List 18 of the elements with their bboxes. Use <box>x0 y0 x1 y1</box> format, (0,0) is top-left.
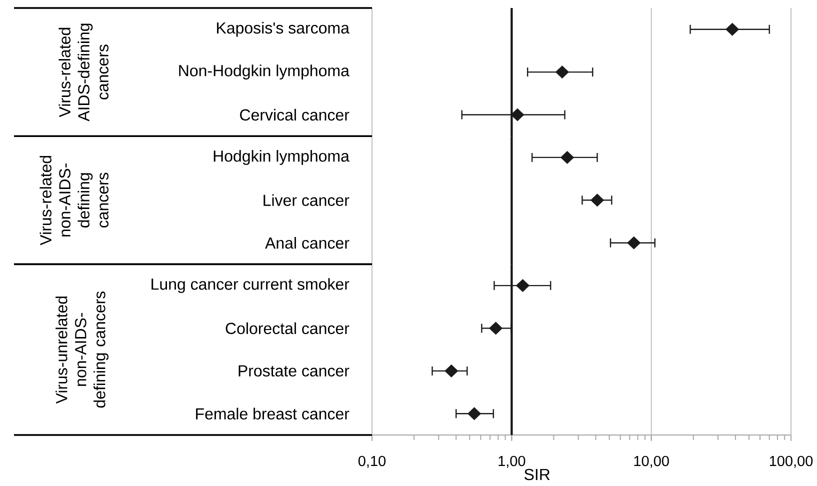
y-tick-label: Non-Hodgkin lymphoma <box>179 64 350 80</box>
x-axis-title: SIR <box>524 468 550 480</box>
y-tick-label: Hodgkin lymphoma <box>214 150 350 165</box>
y-axis-title: Virus-unrelated non-AIDS-defining cancers <box>56 292 108 408</box>
y-tick-label: Prostate cancer <box>238 365 350 377</box>
y-axis-title: Virus-related AIDS-defining cancers <box>58 24 108 122</box>
y-tick-label: Cervical cancer <box>240 108 350 121</box>
x-tick-label: 0,10 <box>358 456 386 468</box>
x-tick-label: 10,00 <box>634 456 669 468</box>
y-tick-label: Liver cancer <box>264 194 350 206</box>
y-axis-title: Virus-related non-AIDS-defining cancers <box>40 156 108 246</box>
y-tick-label: Lung cancer current smoker <box>152 278 350 294</box>
x-tick-label: 1,00 <box>498 456 526 468</box>
y-tick-label: Female breast cancer <box>196 408 350 420</box>
y-tick-label: Colorectal cancer <box>226 322 350 334</box>
y-tick-label: Anal cancer <box>265 236 350 249</box>
x-tick-label: 100,00 <box>770 456 813 468</box>
y-tick-label: Kaposis's sarcoma <box>217 22 350 37</box>
